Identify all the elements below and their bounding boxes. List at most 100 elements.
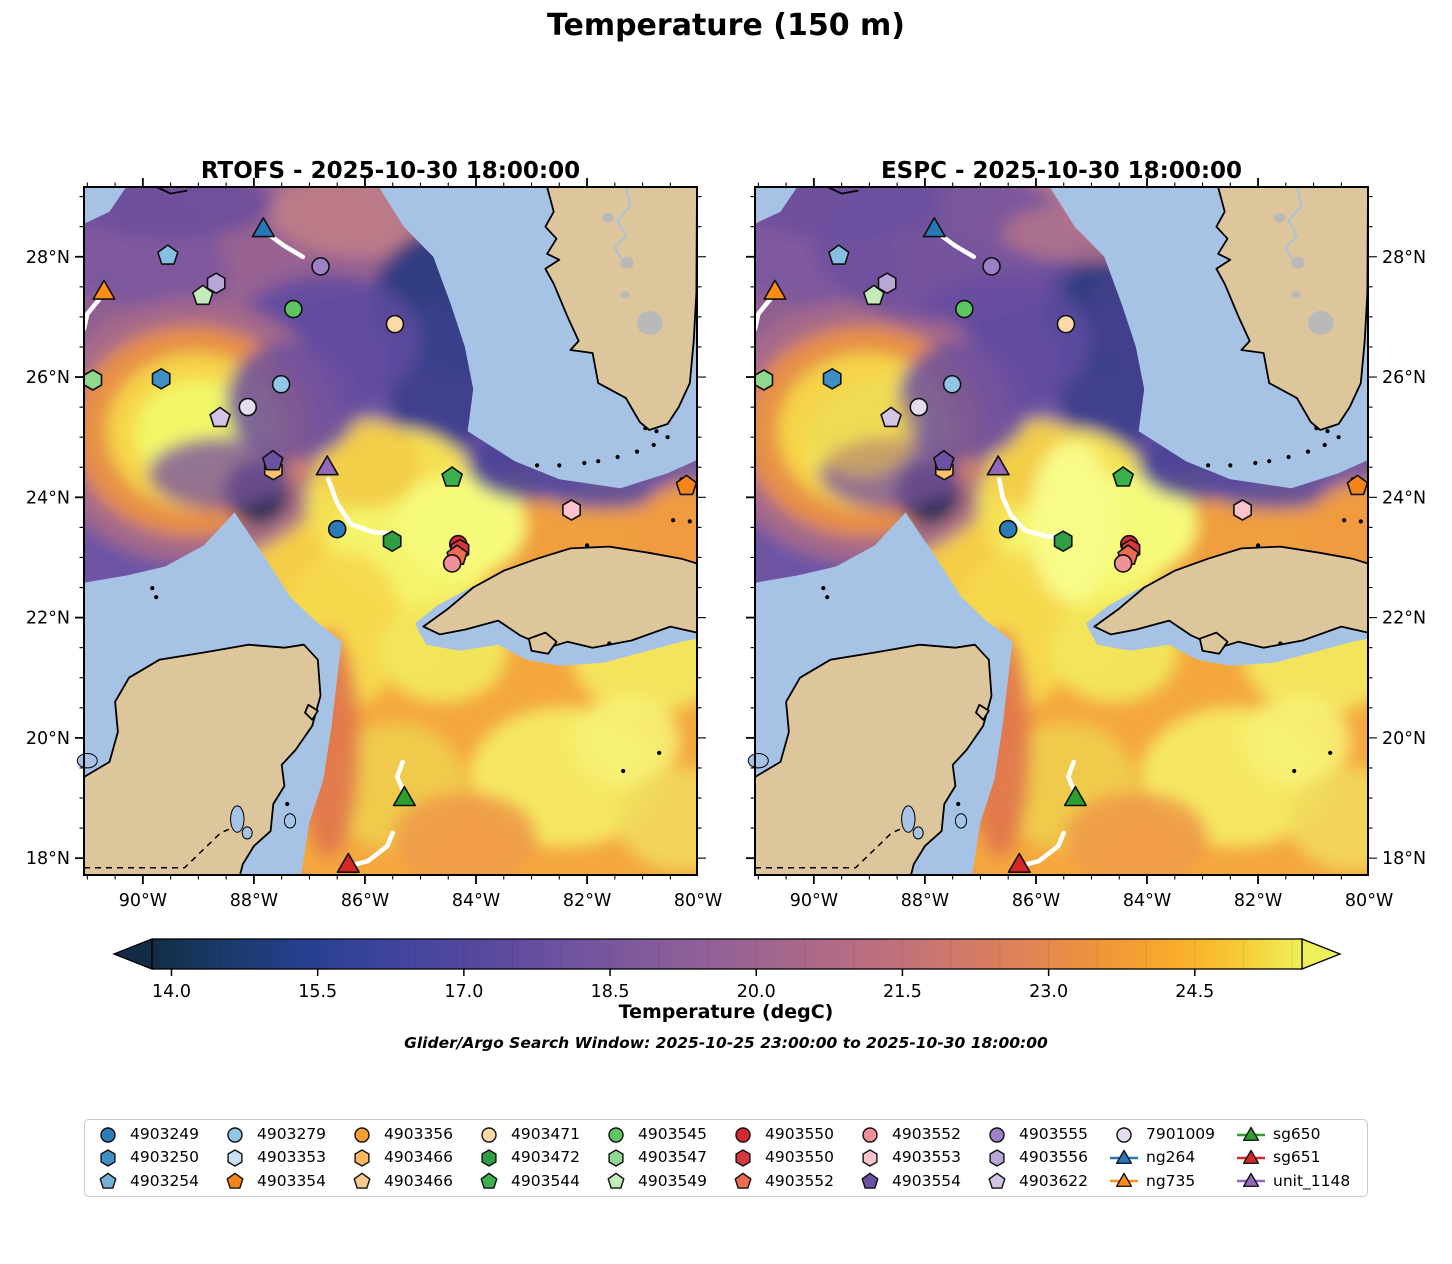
island-dot (687, 519, 692, 524)
marker-4903279 (942, 374, 962, 394)
glider-track-unit_1148 (997, 477, 1064, 539)
marker-4903556 (206, 272, 226, 294)
glider-track-ng735 (752, 296, 773, 332)
lake (602, 212, 614, 223)
marker-4903472 (382, 530, 402, 553)
lagoon (912, 826, 924, 840)
float-marker-icon (735, 1126, 751, 1143)
colorbar-tick-label: 20.0 (737, 982, 776, 1002)
marker-4903622 (209, 406, 231, 428)
island-dot (596, 459, 601, 464)
map-panel-rtofs: 90°W 88°W 86°W 84°W 82°W 80°W 18°N 20°N 22°N 24°N… (26, 178, 722, 911)
legend-label: 4903552 (892, 1124, 962, 1143)
island-dot (621, 768, 626, 774)
island-dot (582, 460, 587, 466)
marker-4903549 (863, 284, 885, 306)
coastline-yucatan (754, 643, 993, 876)
marker-7901009 (909, 397, 929, 417)
lagoon (954, 813, 968, 829)
river (1284, 186, 1303, 261)
marker-4903544 (1112, 466, 1134, 487)
colorbar-tick-label: 18.5 (591, 982, 630, 1002)
island-dot (1206, 463, 1211, 468)
legend-item-4903466: 4903466 (345, 1170, 472, 1192)
legend-label: sg651 (1273, 1148, 1321, 1167)
glider-track-sg651 (1019, 830, 1066, 868)
island-dot (665, 435, 670, 440)
glider-marker-icon (1237, 1149, 1265, 1164)
legend-label: 4903556 (1019, 1148, 1089, 1167)
glider-marker-icon (1110, 1173, 1138, 1188)
figure-title: Temperature (150 m) (547, 8, 905, 43)
island-dot (154, 595, 159, 600)
y-tick-label: 18°N (1382, 849, 1426, 869)
legend-item-4903552: 4903552 (853, 1124, 980, 1146)
legend-label: 4903555 (1019, 1124, 1089, 1143)
marker-4903554 (933, 449, 955, 471)
island-dot (1328, 750, 1333, 756)
colorbar-label: Temperature (degC) (618, 1001, 834, 1023)
legend-label: ng264 (1146, 1148, 1196, 1167)
island-dot (1322, 442, 1327, 448)
axis-ticks (746, 178, 1377, 884)
glider-track-sg650 (394, 759, 407, 795)
island-dot (1305, 449, 1311, 454)
y-tick-label: 26°N (26, 368, 70, 388)
y-tick-label: 26°N (1382, 368, 1426, 388)
border-mexico-guatemala-belize (755, 828, 901, 869)
y-tick-label: 22°N (1382, 609, 1426, 629)
x-tick-label: 88°W (901, 891, 949, 911)
float-marker-icon (988, 1172, 1006, 1190)
coastline-isla-juventud (527, 631, 558, 655)
legend-item-4903279: 4903279 (218, 1124, 345, 1146)
lake (1308, 310, 1334, 335)
island-dot (1314, 426, 1319, 431)
legend-label: 4903356 (384, 1124, 454, 1143)
y-tick-label: 20°N (1382, 729, 1426, 749)
y-tick-label: 24°N (26, 488, 70, 508)
marker-sg651 (336, 852, 360, 874)
glider-track-ng264 (938, 232, 977, 260)
island-dot (1325, 429, 1330, 434)
float-marker-icon (226, 1172, 244, 1190)
y-tick-label: 28°N (1382, 248, 1426, 268)
y-tick-label: 20°N (26, 729, 70, 749)
colorbar-gradient (152, 939, 1302, 969)
marker-4903622 (880, 406, 902, 428)
lake (637, 310, 663, 335)
marker-4903547 (83, 369, 103, 391)
marker-4903554 (262, 449, 284, 471)
float-marker-icon (354, 1126, 370, 1143)
legend-item-sg650: sg650 (1234, 1124, 1361, 1146)
legend-label: 4903545 (638, 1124, 708, 1143)
legend-label: unit_1148 (1273, 1171, 1351, 1190)
island-dot (1278, 641, 1283, 646)
marker-4903279 (271, 374, 291, 394)
x-tick-label: 80°W (1345, 891, 1393, 911)
legend-item-4903466: 4903466 (345, 1147, 472, 1169)
marker-7901009 (238, 397, 258, 417)
legend-item-ng264: ng264 (1107, 1147, 1234, 1169)
legend-item-4903545: 4903545 (599, 1124, 726, 1146)
float-marker-icon (353, 1172, 371, 1190)
marker-unit_1148 (986, 455, 1010, 476)
coastline-isla-juventud (1198, 631, 1229, 655)
legend-label: 4903466 (384, 1148, 454, 1167)
island-dot (1336, 435, 1341, 440)
legend-label: 4903279 (257, 1124, 327, 1143)
island-dot (1267, 459, 1272, 464)
coastline-florida (1215, 186, 1369, 431)
legend-item-4903547: 4903547 (599, 1147, 726, 1169)
float-marker-icon (861, 1172, 879, 1190)
legend-item-sg651: sg651 (1234, 1147, 1361, 1169)
x-tick-label: 84°W (452, 891, 500, 911)
legend-label: 4903249 (130, 1124, 200, 1143)
map-area-espc: 90°W 88°W 86°W 84°W 82°W 80°W 18°N 20°N 22°N 24°N… (746, 178, 1426, 911)
search-window-subtitle: Glider/Argo Search Window: 2025-10-25 23… (404, 1034, 1048, 1052)
x-tick-label: 86°W (1012, 891, 1060, 911)
marker-ng735 (92, 279, 116, 300)
coastline-mississippi-delta (156, 186, 188, 195)
island-dot (1292, 768, 1297, 774)
legend-label: 4903354 (257, 1171, 327, 1190)
marker-sg651 (1007, 852, 1031, 874)
